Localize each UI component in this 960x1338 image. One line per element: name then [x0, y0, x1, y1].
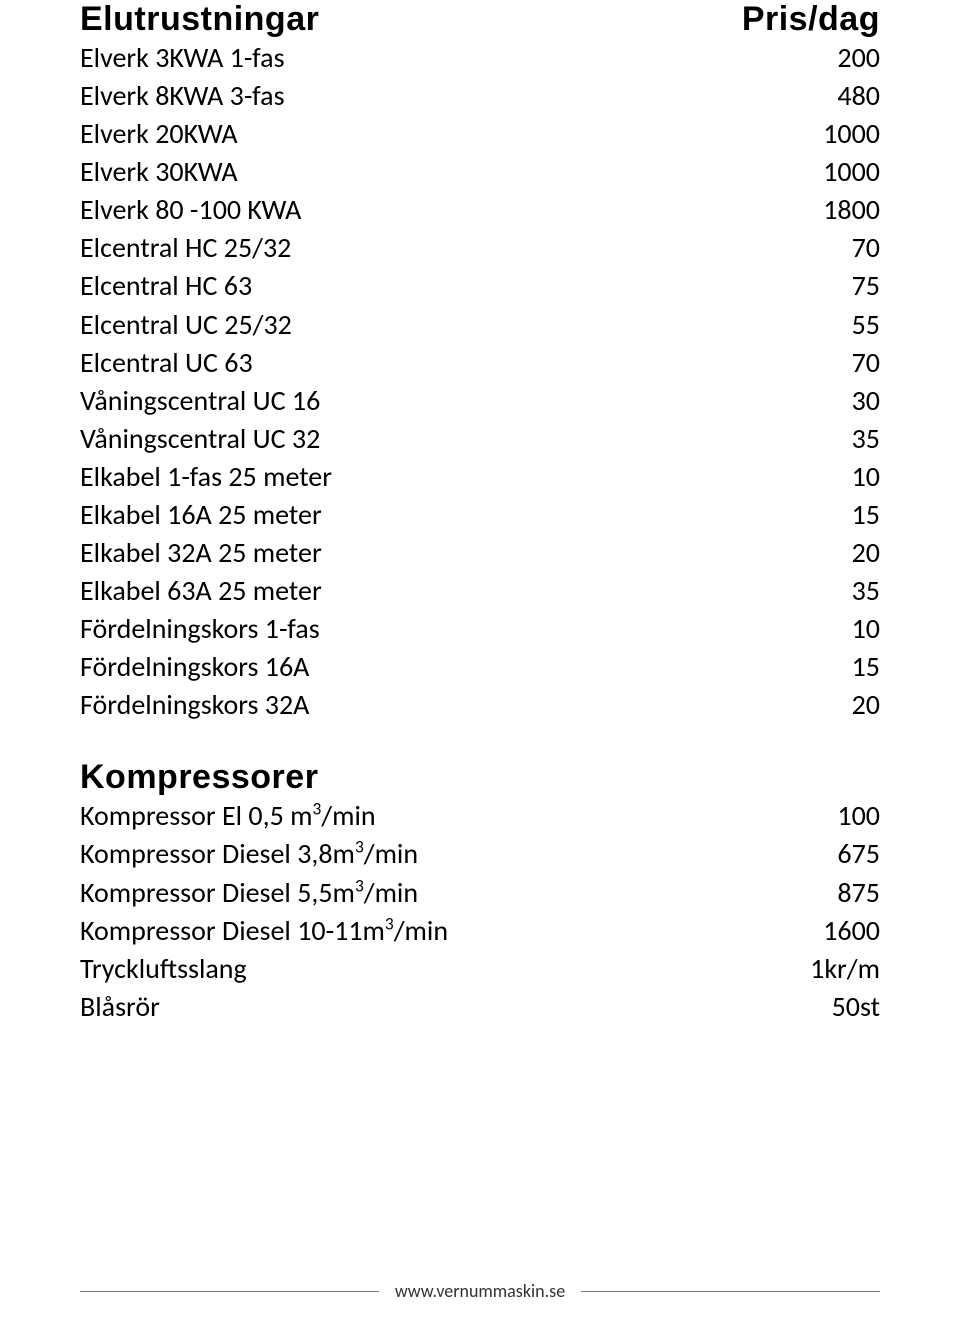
row-value: 675 [837, 835, 880, 873]
section-elutrustningar: Elutrustningar Pris/dag Elverk 3KWA 1-fa… [80, 0, 880, 724]
row-label: Kompressor Diesel 3,8m3/min [80, 835, 418, 873]
row-label: Elcentral UC 63 [80, 344, 253, 382]
price-row: Kompressor El 0,5 m3/min 100 [80, 797, 880, 835]
row-value: 100 [837, 797, 880, 835]
row-value: 30 [852, 382, 880, 420]
row-value: 35 [852, 572, 880, 610]
row-label: Elverk 8KWA 3-fas [80, 77, 285, 115]
row-value: 200 [837, 39, 880, 77]
row-label: Elkabel 1-fas 25 meter [80, 458, 332, 496]
price-header: Pris/dag [742, 0, 880, 39]
price-row: Kompressor Diesel 3,8m3/min 675 [80, 835, 880, 873]
row-label: Elcentral HC 63 [80, 267, 252, 305]
footer-rule-left [80, 1291, 379, 1292]
row-label: Elcentral UC 25/32 [80, 306, 292, 344]
price-row: Fördelningskors 1-fas 10 [80, 610, 880, 648]
price-row: Elverk 20KWA 1000 [80, 115, 880, 153]
row-label: Elverk 30KWA [80, 153, 238, 191]
price-row: Elkabel 32A 25 meter 20 [80, 534, 880, 572]
price-row: Elkabel 16A 25 meter 15 [80, 496, 880, 534]
footer: www.vernummaskin.se [80, 1280, 880, 1302]
row-value: 70 [852, 344, 880, 382]
row-value: 55 [852, 306, 880, 344]
price-row: Elcentral UC 63 70 [80, 344, 880, 382]
row-label: Våningscentral UC 16 [80, 382, 320, 420]
footer-url: www.vernummaskin.se [395, 1280, 565, 1302]
row-label: Elkabel 32A 25 meter [80, 534, 322, 572]
row-value: 50st [832, 988, 880, 1026]
row-label: Kompressor Diesel 10-11m3/min [80, 912, 448, 950]
row-value: 1600 [823, 912, 880, 950]
row-value: 20 [852, 686, 880, 724]
row-value: 1kr/m [810, 950, 880, 988]
row-value: 20 [852, 534, 880, 572]
row-label: Blåsrör [80, 988, 160, 1026]
price-row: Fördelningskors 16A 15 [80, 648, 880, 686]
section-rows: Elverk 3KWA 1-fas 200 Elverk 8KWA 3-fas 480… [80, 39, 880, 724]
price-row: Tryckluftsslang 1kr/m [80, 950, 880, 988]
row-value: 10 [852, 458, 880, 496]
price-row: Fördelningskors 32A 20 [80, 686, 880, 724]
row-value: 480 [837, 77, 880, 115]
section-kompressorer: Kompressorer Kompressor El 0,5 m3/min 100… [80, 758, 880, 1025]
row-value: 1000 [823, 115, 880, 153]
price-row: Elverk 3KWA 1-fas 200 [80, 39, 880, 77]
row-value: 15 [852, 648, 880, 686]
row-label: Tryckluftsslang [80, 950, 247, 988]
row-value: 75 [852, 267, 880, 305]
row-value: 70 [852, 229, 880, 267]
row-value: 875 [837, 874, 880, 912]
row-label: Kompressor El 0,5 m3/min [80, 797, 376, 835]
row-label: Fördelningskors 1-fas [80, 610, 320, 648]
price-row: Våningscentral UC 32 35 [80, 420, 880, 458]
section-title: Elutrustningar [80, 0, 319, 39]
price-row: Elverk 80 -100 KWA 1800 [80, 191, 880, 229]
row-label: Elverk 80 -100 KWA [80, 191, 301, 229]
page: Elutrustningar Pris/dag Elverk 3KWA 1-fa… [0, 0, 960, 1338]
row-value: 1800 [823, 191, 880, 229]
price-row: Elkabel 63A 25 meter 35 [80, 572, 880, 610]
row-label: Elkabel 63A 25 meter [80, 572, 322, 610]
price-row: Elverk 30KWA 1000 [80, 153, 880, 191]
row-label: Elverk 20KWA [80, 115, 238, 153]
price-row: Kompressor Diesel 5,5m3/min 875 [80, 874, 880, 912]
row-label: Elcentral HC 25/32 [80, 229, 291, 267]
row-value: 1000 [823, 153, 880, 191]
row-label: Kompressor Diesel 5,5m3/min [80, 874, 418, 912]
section-title: Kompressorer [80, 758, 318, 797]
row-label: Elkabel 16A 25 meter [80, 496, 322, 534]
price-row: Elverk 8KWA 3-fas 480 [80, 77, 880, 115]
section-heading-row: Kompressorer [80, 758, 880, 797]
row-value: 15 [852, 496, 880, 534]
row-label: Fördelningskors 16A [80, 648, 309, 686]
section-heading-row: Elutrustningar Pris/dag [80, 0, 880, 39]
price-row: Elcentral UC 25/32 55 [80, 306, 880, 344]
section-rows: Kompressor El 0,5 m3/min100Kompressor Di… [80, 797, 880, 1025]
footer-rule-right [581, 1291, 880, 1292]
row-label: Våningscentral UC 32 [80, 420, 320, 458]
price-row: Elcentral HC 25/32 70 [80, 229, 880, 267]
price-row: Våningscentral UC 16 30 [80, 382, 880, 420]
row-value: 10 [852, 610, 880, 648]
row-label: Elverk 3KWA 1-fas [80, 39, 285, 77]
price-row: Elcentral HC 63 75 [80, 267, 880, 305]
price-row: Kompressor Diesel 10-11m3/min 1600 [80, 912, 880, 950]
row-value: 35 [852, 420, 880, 458]
row-label: Fördelningskors 32A [80, 686, 309, 724]
price-row: Blåsrör 50st [80, 988, 880, 1026]
price-row: Elkabel 1-fas 25 meter 10 [80, 458, 880, 496]
